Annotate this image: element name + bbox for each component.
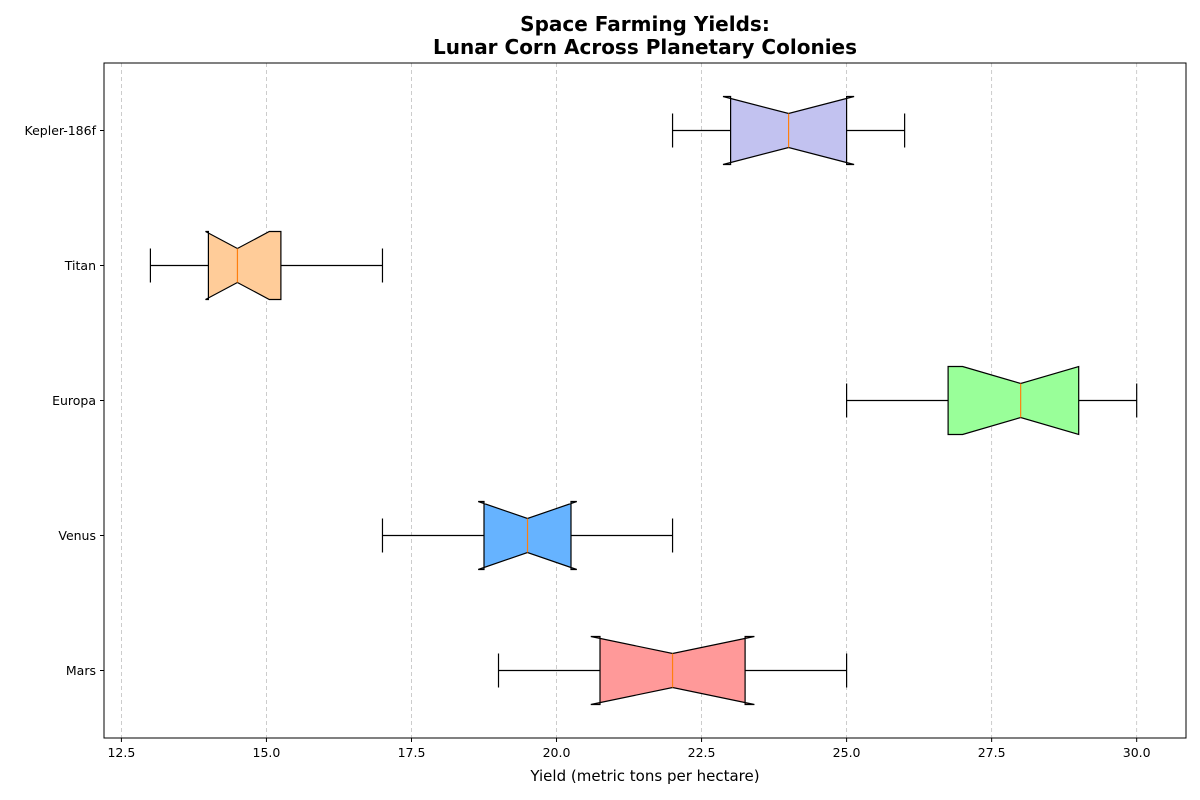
box-titan	[205, 230, 282, 301]
axis-ticks: 12.5 15.0 17.5 20.0 22.5 25.0 27.5 30.0 Mars Venu…	[25, 123, 1151, 760]
chart-title-line-1: Space Farming Yields:	[520, 12, 770, 36]
y-tick-label: Titan	[64, 258, 96, 273]
x-tick-label: 12.5	[107, 745, 135, 760]
y-tick-label: Mars	[66, 663, 96, 678]
x-tick-label: 17.5	[398, 745, 426, 760]
x-tick-label: 25.0	[833, 745, 861, 760]
x-axis-label: Yield (metric tons per hectare)	[529, 767, 759, 785]
boxes	[149, 95, 1138, 706]
x-tick-label: 30.0	[1123, 745, 1151, 760]
y-tick-label: Europa	[52, 393, 96, 408]
y-tick-label: Kepler-186f	[25, 123, 97, 138]
x-tick-label: 22.5	[688, 745, 716, 760]
x-tick-label: 20.0	[543, 745, 571, 760]
x-tick-label: 27.5	[978, 745, 1006, 760]
x-tick-label: 15.0	[253, 745, 281, 760]
y-tick-label: Venus	[58, 528, 96, 543]
chart-title-line-2: Lunar Corn Across Planetary Colonies	[433, 35, 857, 59]
box-europa	[947, 365, 1080, 436]
